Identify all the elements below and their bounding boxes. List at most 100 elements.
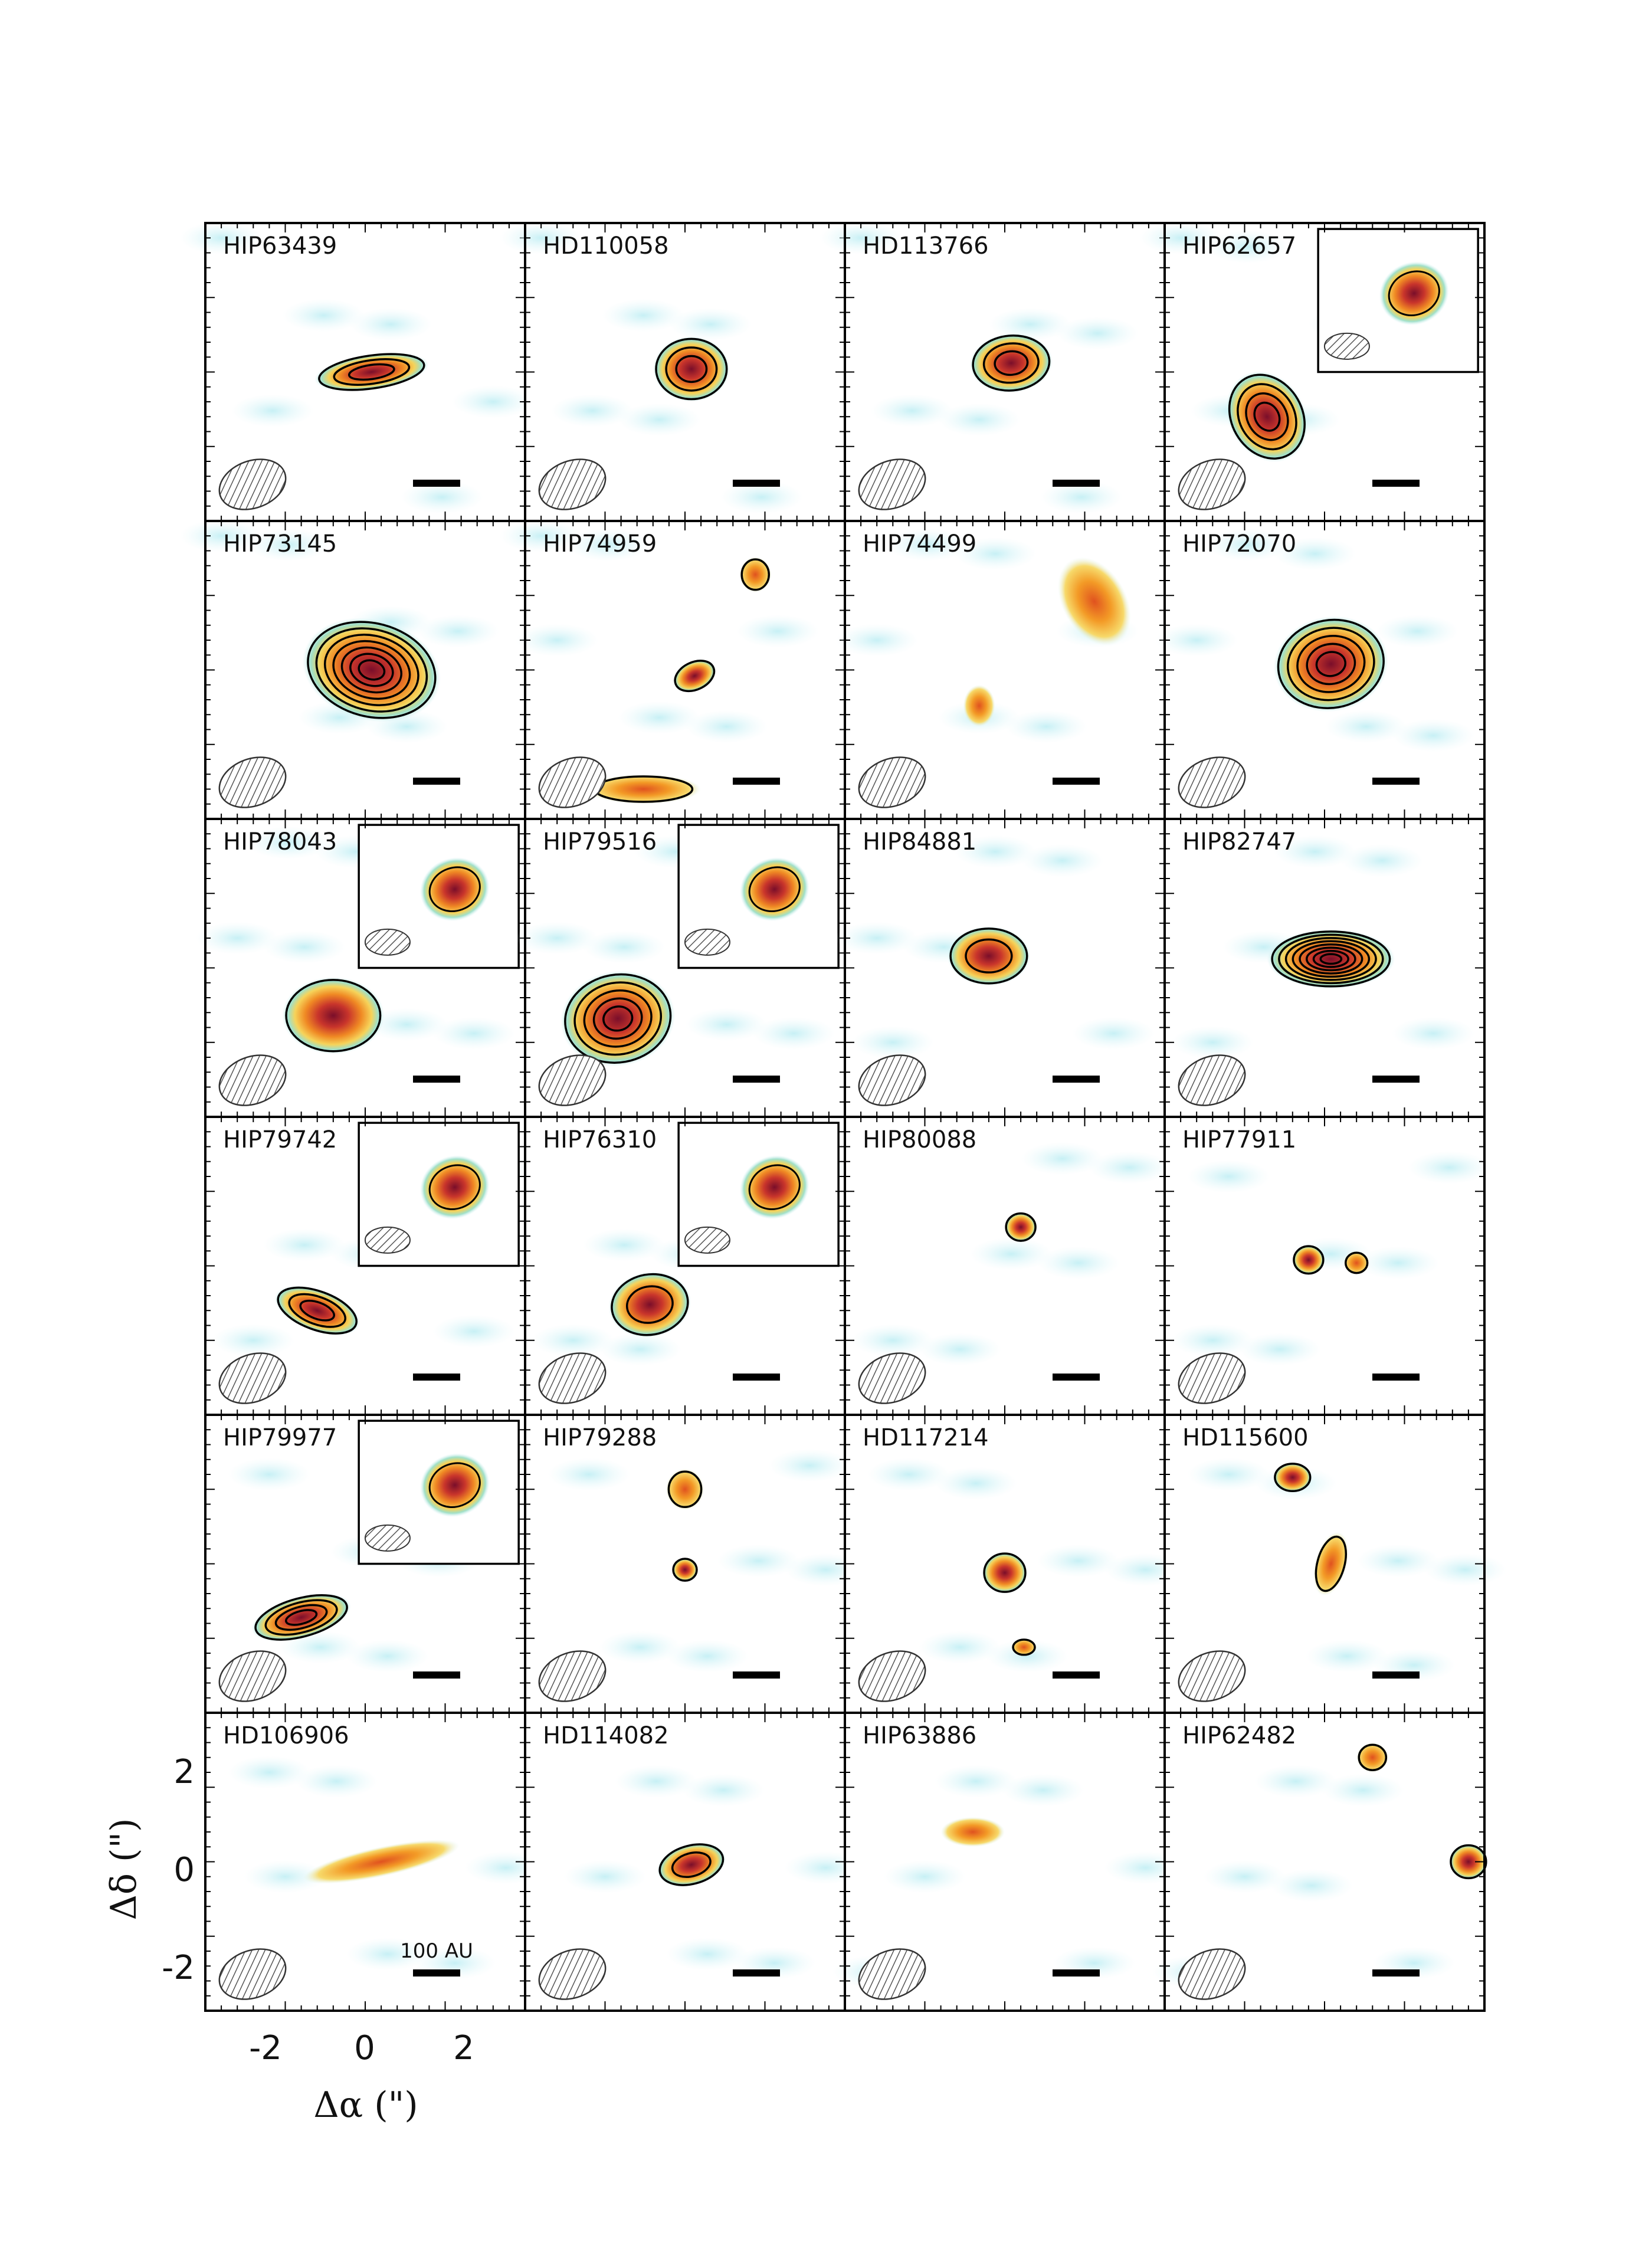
contour-line bbox=[1345, 1251, 1369, 1274]
inset-beam-ellipse bbox=[364, 1226, 411, 1254]
panel-label: HIP76310 bbox=[543, 1126, 657, 1153]
contour-line bbox=[340, 646, 402, 694]
noise-blob bbox=[615, 1765, 698, 1798]
contour-line bbox=[1296, 635, 1366, 693]
emission-blob bbox=[608, 1271, 691, 1338]
contour-line bbox=[965, 938, 1013, 974]
contour-line bbox=[333, 358, 411, 386]
noise-blob bbox=[180, 519, 263, 553]
noise-blob bbox=[1392, 1017, 1475, 1050]
scale-bar bbox=[1372, 480, 1420, 487]
beam-ellipse bbox=[858, 1650, 926, 1702]
noise-blob bbox=[563, 1860, 647, 1893]
inset-contour bbox=[1388, 270, 1440, 316]
contour-line bbox=[573, 981, 663, 1056]
beam-ellipse bbox=[1178, 1054, 1246, 1106]
noise-blob bbox=[1088, 1150, 1171, 1184]
noise-blob bbox=[432, 1315, 516, 1348]
beam-ellipse bbox=[1178, 1948, 1246, 2000]
panel: HD106906 100 AU bbox=[204, 1712, 548, 2012]
beam-ellipse bbox=[538, 1054, 607, 1106]
panel: HD115600 bbox=[1163, 1414, 1507, 1714]
scale-bar-label: 100 AU bbox=[400, 1939, 473, 1963]
contour-line bbox=[583, 989, 653, 1048]
noise-blob bbox=[550, 394, 634, 428]
noise-blob bbox=[548, 1458, 631, 1491]
contour-line bbox=[602, 1005, 634, 1032]
contour-line bbox=[299, 1299, 335, 1322]
contour-line bbox=[671, 1851, 712, 1878]
panel-label: HIP62657 bbox=[1182, 232, 1296, 260]
noise-blob bbox=[1376, 614, 1459, 648]
inset-beam-ellipse bbox=[364, 928, 411, 956]
noise-blob bbox=[451, 385, 535, 418]
contour-line bbox=[1274, 1463, 1312, 1493]
noise-blob bbox=[851, 1025, 935, 1059]
noise-blob bbox=[935, 1765, 1018, 1798]
contour-line bbox=[655, 337, 728, 401]
scale-bar bbox=[1053, 1076, 1100, 1083]
noise-blob bbox=[720, 480, 804, 514]
noise-blob bbox=[1005, 710, 1088, 743]
noise-blob bbox=[1356, 1246, 1440, 1280]
contour-line bbox=[348, 363, 395, 381]
contour-line bbox=[1299, 943, 1363, 975]
noise-blob bbox=[736, 614, 820, 648]
noise-blob bbox=[599, 1630, 682, 1664]
contour-line bbox=[285, 979, 382, 1053]
noise-blob bbox=[1322, 1774, 1405, 1807]
noise-blob bbox=[1171, 1323, 1254, 1357]
noise-blob bbox=[1340, 844, 1424, 877]
contour-line bbox=[1306, 643, 1356, 686]
noise-blob bbox=[867, 1458, 950, 1491]
panel: HIP79288 bbox=[524, 1414, 867, 1714]
noise-blob bbox=[1273, 537, 1356, 571]
panel: HD114082 bbox=[524, 1712, 867, 2012]
noise-blob bbox=[263, 930, 346, 964]
noise-blob bbox=[247, 826, 330, 860]
contour-line bbox=[1287, 627, 1375, 702]
noise-blob bbox=[1037, 1544, 1120, 1578]
panel: HIP62482 bbox=[1152, 1712, 1488, 2012]
beam-ellipse bbox=[858, 756, 926, 808]
noise-blob bbox=[417, 614, 500, 648]
contour-line bbox=[674, 660, 716, 693]
noise-blob bbox=[985, 1640, 1068, 1673]
scale-bar bbox=[1372, 1671, 1420, 1679]
panel-label: HD113766 bbox=[863, 232, 989, 260]
contour-line bbox=[318, 353, 425, 391]
noise-blob bbox=[1424, 1553, 1507, 1587]
contour-line bbox=[1292, 940, 1371, 978]
contour-line bbox=[665, 346, 718, 392]
emission-blob bbox=[982, 1552, 1027, 1594]
contour-line bbox=[358, 659, 386, 681]
contour-line bbox=[1293, 1245, 1325, 1275]
scale-bar bbox=[733, 1969, 780, 1976]
noise-blob bbox=[919, 1630, 1002, 1664]
beam-ellipse bbox=[1178, 756, 1246, 808]
noise-blob bbox=[1002, 1774, 1085, 1807]
noise-blob bbox=[1040, 480, 1123, 514]
scale-bar bbox=[413, 1671, 460, 1679]
emission-blob bbox=[1226, 371, 1308, 463]
noise-blob bbox=[938, 403, 1021, 437]
noise-blob bbox=[1155, 624, 1238, 657]
noise-blob bbox=[346, 1938, 429, 1971]
scale-bar bbox=[1372, 1374, 1420, 1381]
x-tick-label: 2 bbox=[453, 2029, 474, 2067]
inset-emission bbox=[419, 1453, 490, 1517]
emission-blob bbox=[739, 556, 772, 593]
panel: HIP79742 bbox=[204, 1116, 532, 1416]
inset-beam-ellipse bbox=[684, 1226, 730, 1254]
emission-blob bbox=[282, 976, 385, 1054]
panel: HIP74959 bbox=[500, 519, 846, 820]
beam-ellipse bbox=[1178, 1352, 1246, 1404]
noise-blob bbox=[1072, 1017, 1155, 1050]
panel: HD110058 bbox=[500, 221, 846, 522]
noise-blob bbox=[618, 403, 701, 437]
contour-line bbox=[1306, 946, 1356, 972]
scale-bar bbox=[1372, 1969, 1420, 1976]
contour-line bbox=[1253, 401, 1281, 432]
panel-label: HIP63439 bbox=[223, 232, 337, 260]
panel-label: HIP84881 bbox=[863, 828, 976, 856]
